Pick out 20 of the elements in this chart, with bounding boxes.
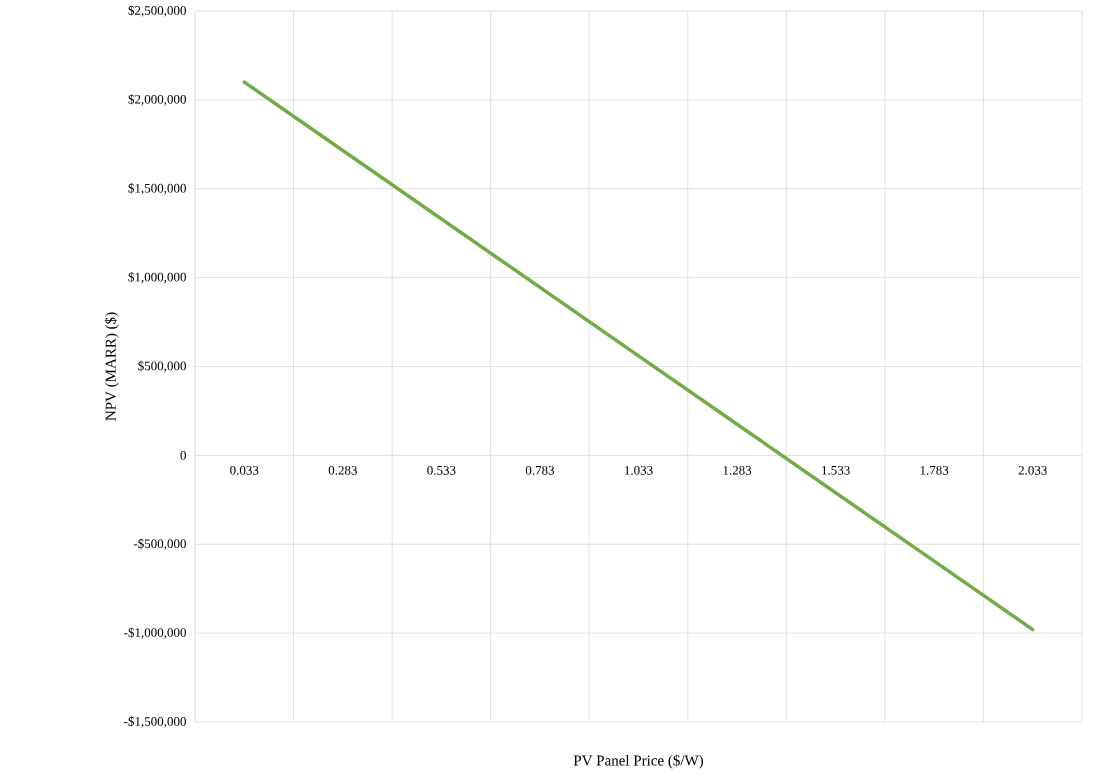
y-tick-label: $1,500,000	[128, 183, 186, 195]
x-axis-title: PV Panel Price ($/W)	[573, 754, 704, 769]
y-axis-title: NPV (MARR) ($)	[104, 312, 119, 421]
x-tick-label: 0.533	[427, 465, 456, 475]
x-tick-label: 0.283	[328, 465, 357, 475]
y-tick-label: -$1,500,000	[124, 716, 186, 728]
x-tick-label: 1.033	[625, 465, 653, 475]
x-tick-label: 0.033	[230, 465, 259, 475]
y-tick-label: $2,000,000	[128, 94, 186, 106]
x-tick-label: 2.033	[1018, 465, 1047, 475]
y-tick-label: -$500,000	[133, 538, 186, 550]
x-tick-label: 1.783	[920, 465, 949, 475]
y-tick-label: $1,000,000	[128, 271, 186, 284]
y-tick-label: $2,500,000	[128, 5, 186, 17]
y-tick-label: -$1,000,000	[124, 627, 186, 639]
x-tick-label: 0.783	[525, 465, 555, 475]
y-tick-label: 0	[180, 450, 186, 460]
x-tick-label: 1.533	[822, 465, 850, 475]
x-tick-label: 1.283	[723, 465, 752, 475]
y-tick-label: $500,000	[138, 360, 186, 373]
